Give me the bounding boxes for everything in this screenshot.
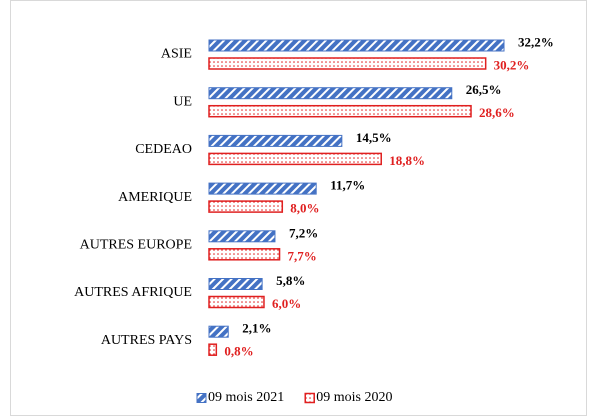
legend-label: 09 mois 2020 <box>316 390 392 405</box>
category-label: ASIE <box>161 47 192 62</box>
category-label: UE <box>173 94 192 109</box>
category-label: CEDEAO <box>135 142 192 157</box>
bar <box>208 230 276 243</box>
value-label: 0,8% <box>224 344 253 359</box>
value-label: 26,5% <box>466 82 502 97</box>
bar <box>208 39 505 52</box>
legend-swatch <box>304 392 315 404</box>
value-label: 14,5% <box>356 130 392 145</box>
value-label: 7,2% <box>289 225 318 240</box>
value-label: 2,1% <box>242 321 271 336</box>
category-label: AMERIQUE <box>118 190 192 205</box>
bar <box>208 278 263 290</box>
bar <box>208 200 284 213</box>
bar <box>208 182 317 195</box>
value-label: 32,2% <box>518 34 554 49</box>
value-label: 18,8% <box>389 153 425 168</box>
bar <box>208 248 281 261</box>
value-label: 11,7% <box>330 178 365 193</box>
category-label: AUTRES PAYS <box>101 333 192 348</box>
bar <box>208 343 218 356</box>
value-label: 30,2% <box>494 57 530 72</box>
bar <box>208 87 453 100</box>
bar <box>208 104 472 118</box>
value-label: 7,7% <box>288 248 317 263</box>
bar <box>208 134 343 147</box>
category-label: AUTRES AFRIQUE <box>74 285 192 300</box>
legend-label: 09 mois 2021 <box>208 390 284 405</box>
bar <box>208 325 229 338</box>
bar <box>208 57 487 70</box>
legend-swatch <box>196 393 207 403</box>
bar <box>208 295 265 309</box>
value-label: 6,0% <box>272 296 301 311</box>
category-label: AUTRES EUROPE <box>80 238 192 253</box>
value-label: 28,6% <box>479 105 515 120</box>
value-label: 8,0% <box>290 201 319 216</box>
bar <box>208 152 382 166</box>
value-label: 5,8% <box>276 273 305 288</box>
